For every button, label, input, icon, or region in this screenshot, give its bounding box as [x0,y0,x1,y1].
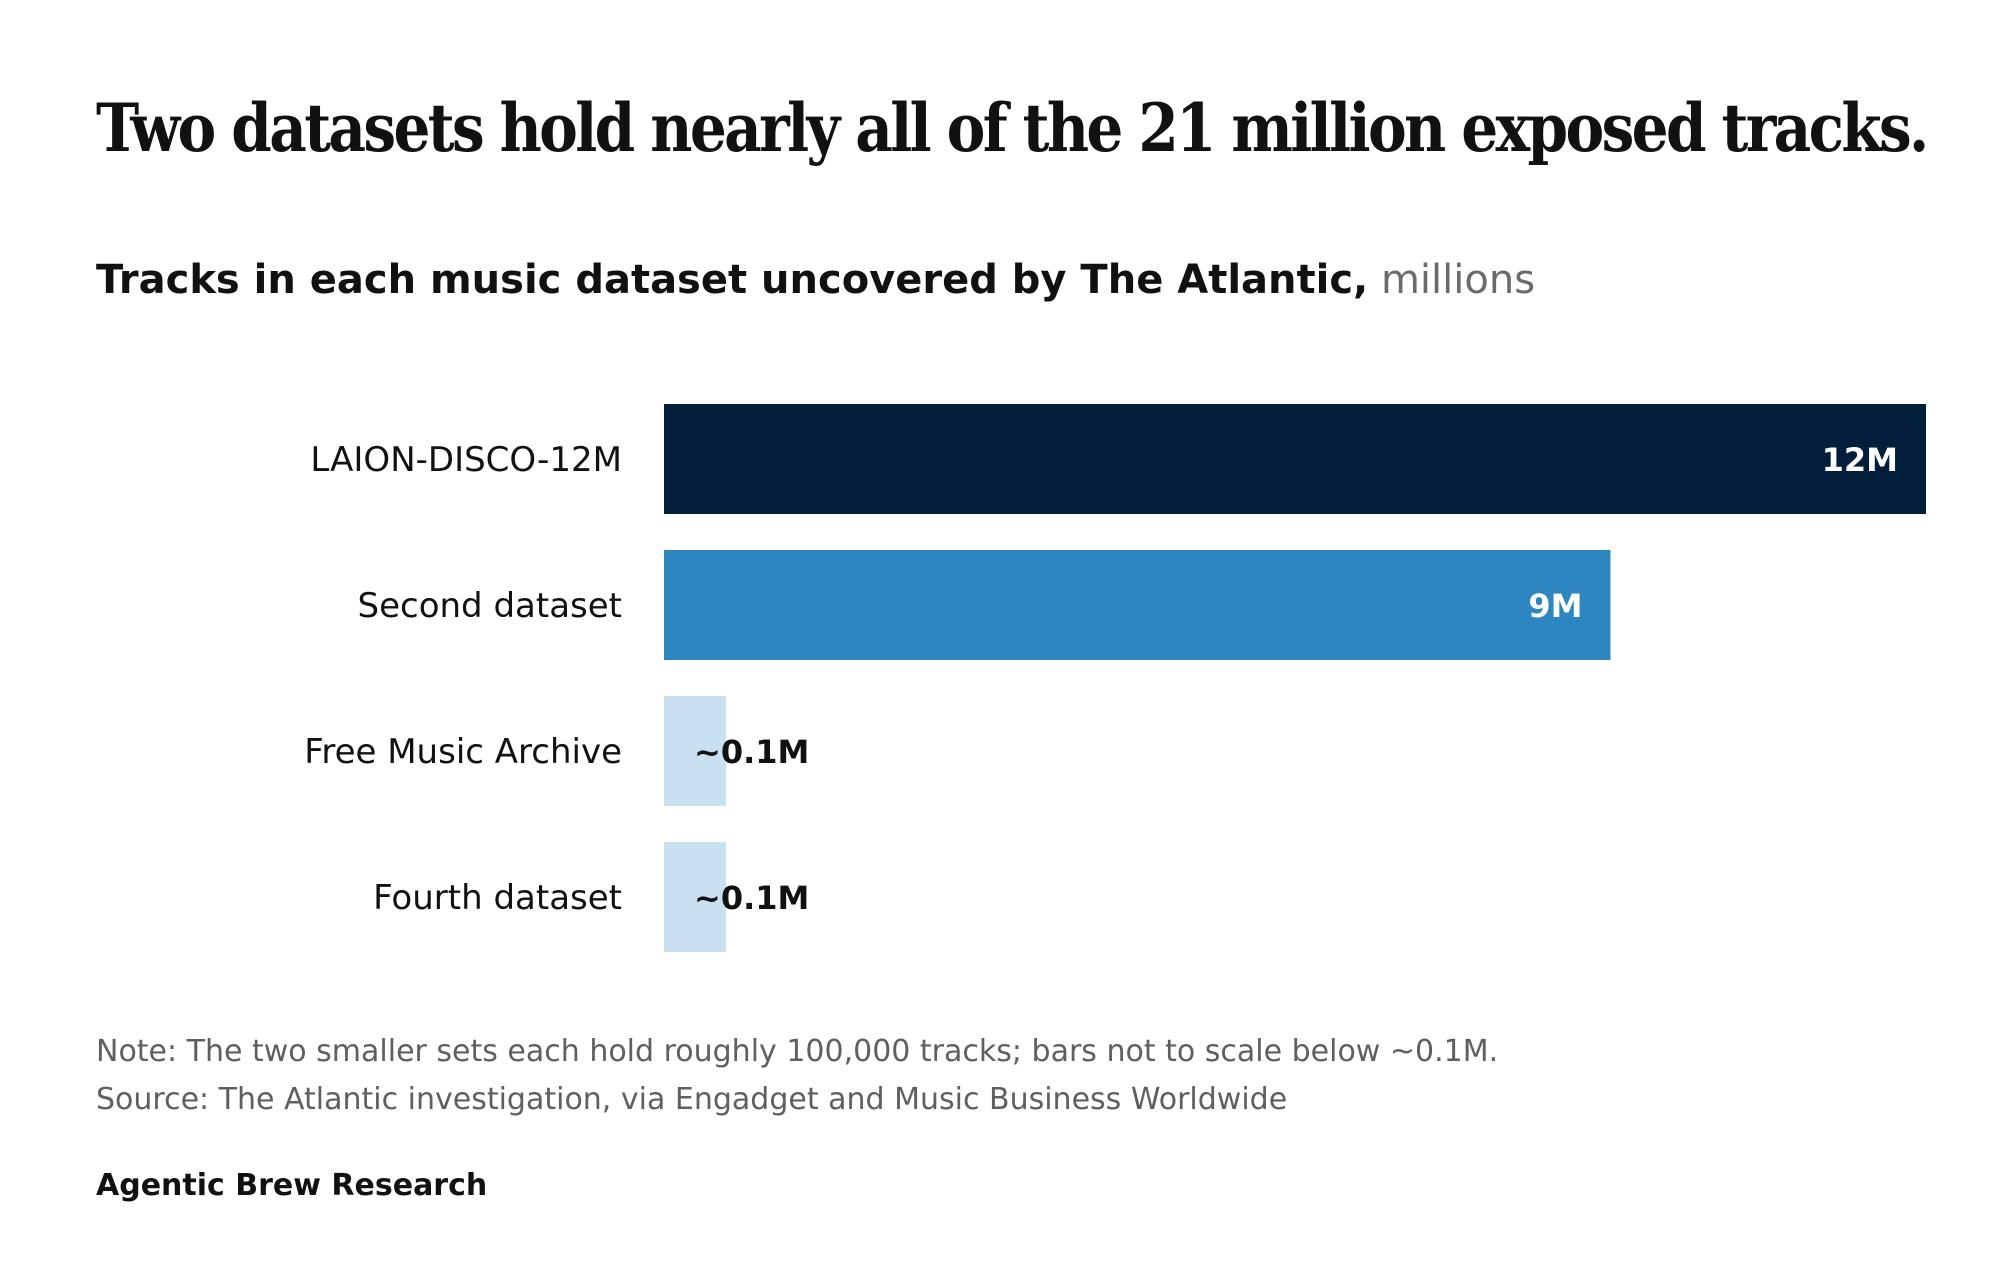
subtitle-unit: millions [1380,257,1536,303]
source-text: Source: The Atlantic investigation, via … [96,1082,1288,1117]
subtitle-main: Tracks in each music dataset uncovered b… [96,257,1369,303]
category-label: Free Music Archive [304,732,622,772]
bar-chart: LAION-DISCO-12M 12M Second dataset 9M Free M… [304,404,1926,952]
chart-notes: Note: The two smaller sets each hold rou… [96,1028,1498,1124]
value-label: ~0.1M [694,733,809,771]
note-text: Note: The two smaller sets each hold rou… [96,1034,1499,1069]
bar [664,550,1611,660]
bar [664,842,726,952]
chart-title: Two datasets hold nearly all of the 21 m… [96,89,1929,167]
value-label: 12M [1822,441,1898,479]
category-label: Second dataset [358,586,622,626]
bar [664,404,1926,514]
value-label: 9M [1528,587,1582,625]
category-label: Fourth dataset [373,878,622,918]
chart-subtitle: Tracks in each music dataset uncovered b… [96,256,1535,304]
category-label: LAION-DISCO-12M [310,440,622,480]
credit-text: Agentic Brew Research [96,1168,488,1203]
bar [664,696,726,806]
value-label: ~0.1M [694,879,809,917]
